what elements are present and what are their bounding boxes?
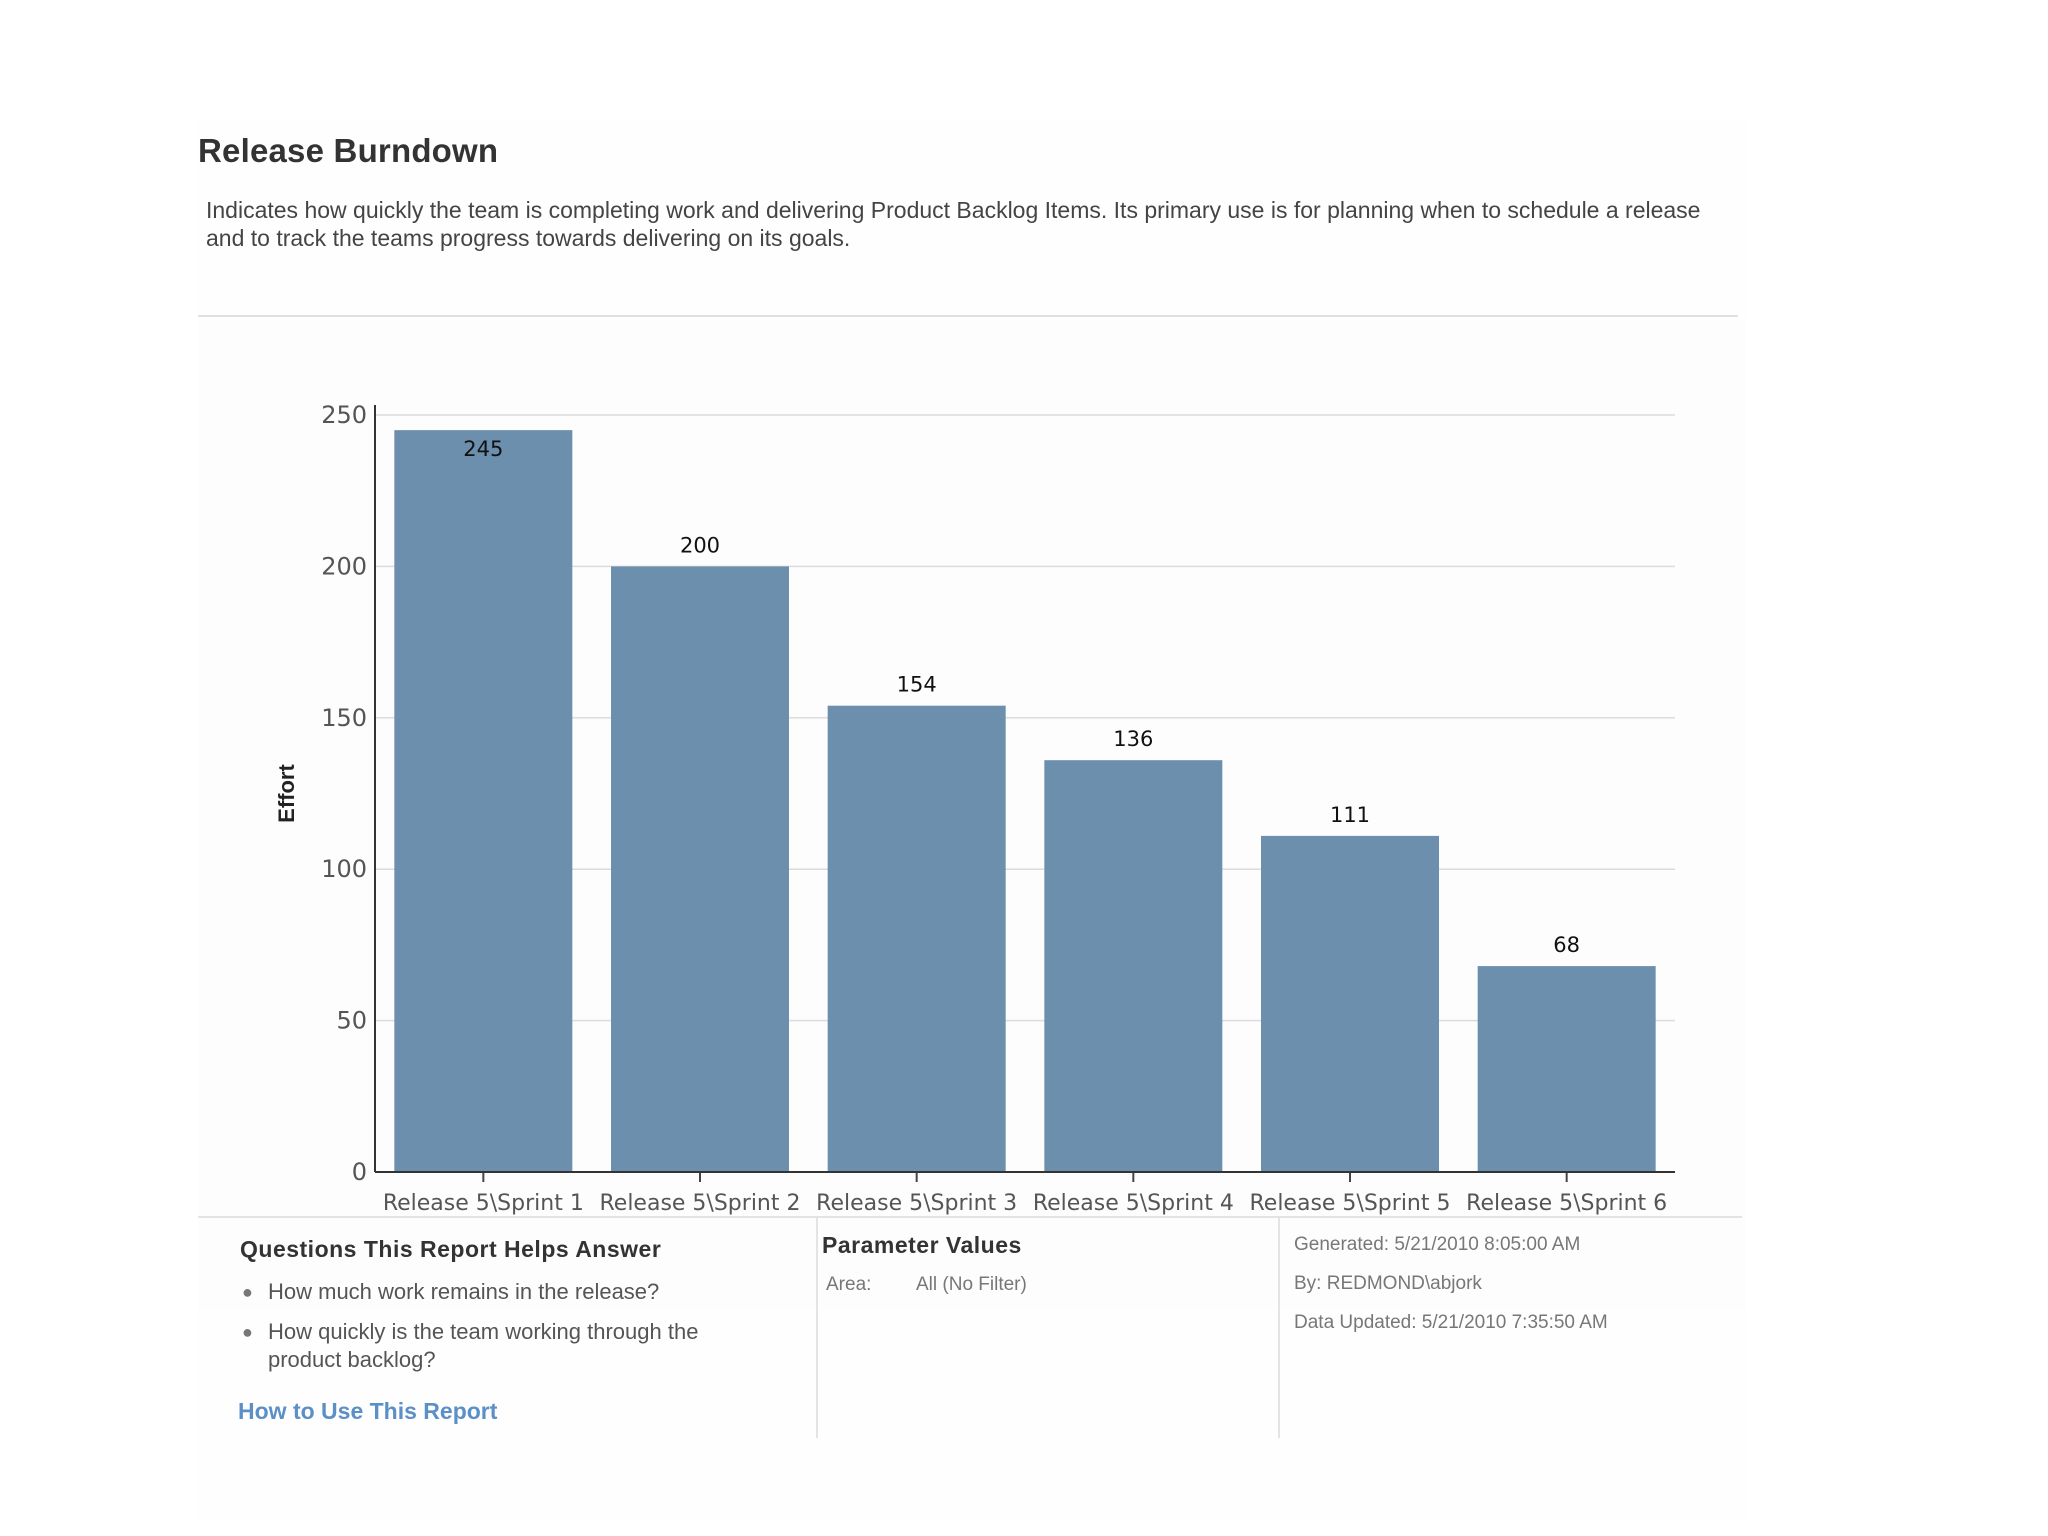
y-tick-label: 0: [352, 1158, 367, 1186]
bar: [1261, 835, 1439, 1172]
bottom-divider: [198, 1216, 1742, 1218]
data-label: 245: [463, 437, 503, 461]
bar: [1044, 760, 1223, 1172]
release-burndown-chart: 0 50 100 150 200 250 245 Release 5\Sprint 1 200 R…: [274, 401, 1675, 1216]
questions-panel: Questions This Report Helps Answer ● How…: [198, 1218, 816, 1438]
y-tick-label: 150: [321, 704, 367, 732]
report-title: Release Burndown: [198, 132, 499, 169]
question-text: How much work remains in the release?: [268, 1279, 660, 1304]
report-container: Release Burndown Indicates how quickly t…: [198, 120, 1746, 1520]
bullet-icon: ●: [242, 1282, 253, 1302]
report-description: Indicates how quickly the team is comple…: [206, 197, 1701, 251]
metadata-panel: Generated: 5/21/2010 8:05:00 AM By: REDM…: [1278, 1218, 1744, 1438]
generated-timestamp: Generated: 5/21/2010 8:05:00 AM: [1294, 1234, 1581, 1255]
parameters-title: Parameter Values: [822, 1232, 1022, 1258]
y-tick-label: 200: [321, 552, 367, 580]
top-divider: [198, 315, 1738, 317]
area-label: Area:: [826, 1274, 872, 1295]
list-item: ● How much work remains in the release?: [240, 1278, 760, 1306]
x-tick-label: Release 5\Sprint 6: [1466, 1191, 1667, 1216]
report-footer: Questions This Report Helps Answer ● How…: [198, 1218, 1742, 1438]
y-tick-label: 250: [321, 401, 367, 429]
bullet-icon: ●: [242, 1322, 253, 1342]
data-label: 136: [1113, 727, 1153, 751]
question-text: How quickly is the team working through …: [268, 1319, 699, 1372]
data-label: 154: [897, 673, 937, 697]
bar: [394, 430, 573, 1172]
list-item: ● How quickly is the team working throug…: [240, 1318, 760, 1374]
data-label: 111: [1330, 803, 1370, 827]
data-updated-timestamp: Data Updated: 5/21/2010 7:35:50 AM: [1294, 1312, 1608, 1333]
x-tick-label: Release 5\Sprint 3: [816, 1191, 1017, 1216]
chart-area: 0 50 100 150 200 250 245 Release 5\Sprint 1 200 R…: [198, 320, 1746, 1310]
bar: [1477, 966, 1656, 1172]
y-axis-title: Effort: [274, 764, 299, 823]
bar: [611, 566, 789, 1172]
y-tick-label: 100: [321, 855, 367, 883]
x-tick-label: Release 5\Sprint 4: [1033, 1191, 1234, 1216]
x-tick-label: Release 5\Sprint 2: [599, 1191, 800, 1216]
how-to-use-link[interactable]: How to Use This Report: [238, 1398, 498, 1424]
data-label: 200: [680, 533, 720, 557]
parameters-panel: Parameter Values Area: All (No Filter): [816, 1218, 1280, 1438]
data-label: 68: [1553, 933, 1580, 957]
questions-list: ● How much work remains in the release? …: [240, 1278, 760, 1386]
x-tick-label: Release 5\Sprint 5: [1249, 1191, 1450, 1216]
area-parameter-row: Area: All (No Filter): [826, 1274, 1027, 1296]
bar: [827, 705, 1006, 1172]
area-value: All (No Filter): [916, 1274, 1027, 1295]
x-tick-label: Release 5\Sprint 1: [383, 1191, 584, 1216]
questions-title: Questions This Report Helps Answer: [240, 1236, 662, 1262]
generated-by: By: REDMOND\abjork: [1294, 1273, 1482, 1294]
y-tick-label: 50: [336, 1007, 367, 1035]
